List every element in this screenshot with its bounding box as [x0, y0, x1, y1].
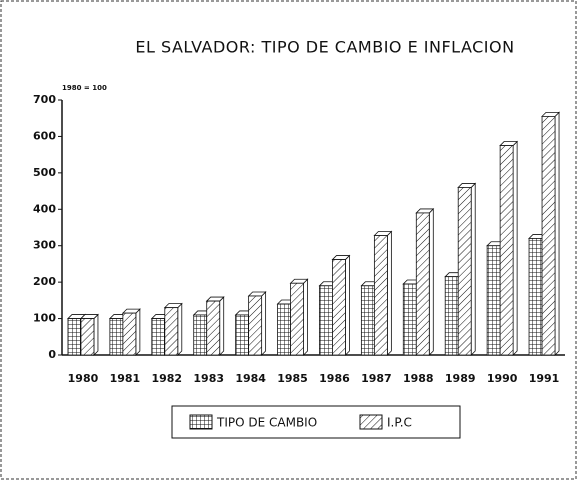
- bar-side: [470, 182, 476, 356]
- bar-side: [554, 111, 560, 356]
- bar: [109, 318, 124, 356]
- bar-side: [303, 278, 308, 356]
- x-tick-label: 1987: [361, 372, 392, 385]
- legend-label: TIPO DE CAMBIO: [216, 416, 317, 430]
- bar-side: [345, 254, 350, 356]
- chart-title: EL SALVADOR: TIPO DE CAMBIO E INFLACION: [135, 38, 514, 57]
- bar: [499, 145, 514, 356]
- y-tick-label: 300: [33, 239, 56, 252]
- x-tick-label: 1991: [529, 372, 560, 385]
- x-tick-label: 1982: [151, 372, 182, 385]
- bar: [206, 300, 221, 356]
- y-tick-label: 200: [33, 275, 56, 288]
- bar: [319, 285, 333, 356]
- bar-side: [512, 140, 518, 356]
- bar: [541, 115, 556, 356]
- bar: [332, 259, 346, 356]
- x-tick-label: 1990: [487, 372, 518, 385]
- y-tick-label: 600: [33, 129, 56, 142]
- bar: [457, 187, 472, 356]
- x-tick-label: 1989: [445, 372, 476, 385]
- bar: [67, 318, 82, 356]
- y-tick-label: 100: [33, 312, 56, 325]
- axis-note: 1980 = 100: [62, 84, 107, 92]
- x-tick-label: 1984: [235, 372, 266, 385]
- bar: [373, 235, 388, 356]
- legend-box: [171, 405, 461, 439]
- bar: [277, 303, 291, 356]
- y-tick-label: 500: [33, 166, 56, 179]
- bar: [80, 318, 95, 356]
- bar: [193, 314, 208, 356]
- bar: [486, 245, 501, 356]
- legend-label: I.P.C: [387, 416, 412, 430]
- bar-side: [177, 302, 183, 356]
- bar-side: [93, 313, 99, 356]
- bar: [151, 318, 166, 356]
- y-tick-label: 0: [48, 348, 56, 361]
- bar: [415, 212, 430, 356]
- bar: [122, 312, 137, 356]
- bar: [402, 283, 417, 356]
- bar-side: [428, 207, 434, 356]
- x-tick-label: 1981: [110, 372, 141, 385]
- y-tick-label: 700: [33, 93, 56, 106]
- bar-side: [135, 308, 141, 356]
- bar: [235, 314, 250, 356]
- bar-side: [261, 291, 267, 356]
- x-tick-label: 1986: [319, 372, 350, 385]
- x-tick-label: 1983: [193, 372, 224, 385]
- bar: [444, 276, 459, 356]
- x-tick-label: 1980: [68, 372, 99, 385]
- legend-swatch: [359, 414, 383, 430]
- bar-side: [219, 296, 225, 356]
- legend-swatch: [189, 414, 213, 430]
- bar-side: [386, 230, 392, 356]
- bar: [528, 238, 543, 356]
- x-tick-label: 1985: [277, 372, 308, 385]
- x-tick-label: 1988: [403, 372, 434, 385]
- bar: [164, 307, 179, 356]
- bar: [360, 285, 375, 356]
- bar: [248, 295, 263, 356]
- y-tick-label: 400: [33, 202, 56, 215]
- bar: [290, 282, 304, 356]
